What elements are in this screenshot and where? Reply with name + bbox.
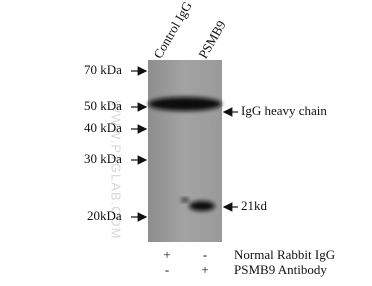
band-heavy-chain	[148, 97, 222, 111]
band-21kd	[189, 201, 215, 211]
lane-label: Control IgG	[150, 0, 195, 61]
marker-label: 20kDa	[87, 208, 122, 223]
condition-sign: -	[203, 247, 207, 262]
condition-sign: +	[201, 262, 208, 277]
membrane	[148, 60, 222, 242]
blot-figure: WWW.PTGLAB.COM Control IgG PSMB9 70 kDa …	[0, 0, 372, 286]
annotation: 21kd	[241, 198, 268, 213]
condition-label: PSMB9 Antibody	[234, 262, 327, 277]
lane-label: PSMB9	[195, 18, 229, 61]
annotation: IgG heavy chain	[241, 103, 327, 118]
marker-label: 70 kDa	[84, 62, 122, 77]
condition-label: Normal Rabbit IgG	[234, 247, 335, 262]
condition-sign: -	[165, 262, 169, 277]
marker-label: 30 kDa	[84, 151, 122, 166]
band-faint	[181, 198, 189, 202]
marker-label: 50 kDa	[84, 98, 122, 113]
condition-sign: +	[163, 247, 170, 262]
marker-label: 40 kDa	[84, 120, 122, 135]
